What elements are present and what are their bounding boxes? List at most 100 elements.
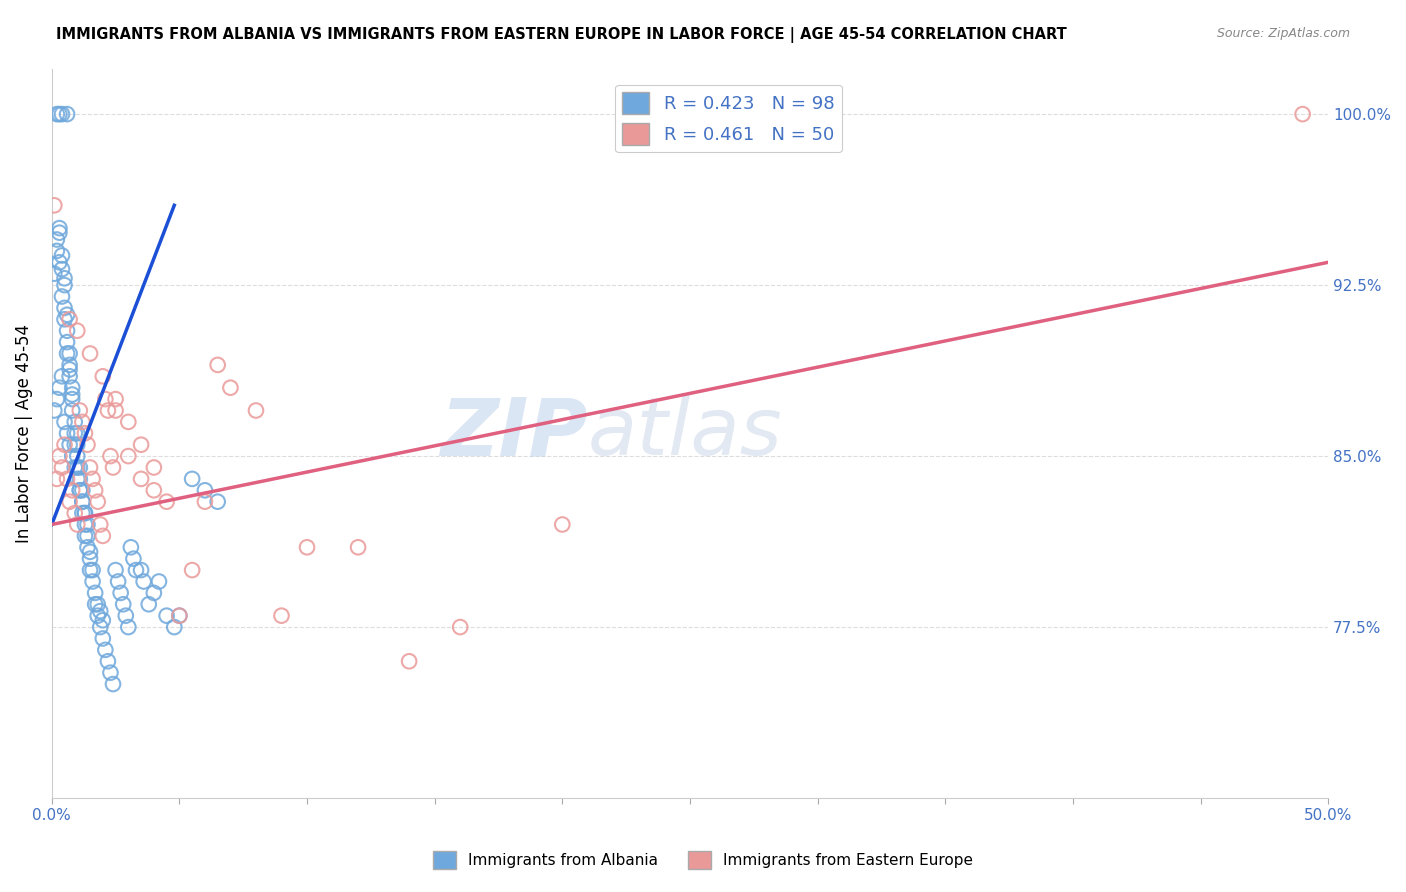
Point (76, 517, 98, 532)
Point (48, 107, 70, 121)
Point (97, 654, 120, 668)
Point (53, 438, 76, 452)
Point (59, 312, 82, 326)
Point (84, 586, 107, 600)
Point (53, 312, 76, 326)
Point (104, 403, 127, 417)
Point (66, 324, 89, 338)
Point (91, 632, 114, 646)
Point (114, 608, 136, 623)
Point (59, 346, 82, 360)
Point (86, 494, 108, 508)
Point (51, 262, 73, 277)
Point (59, 362, 82, 376)
Point (45, 107, 67, 121)
Point (60, 483, 83, 498)
Point (112, 597, 135, 611)
Point (148, 574, 170, 589)
Point (66, 517, 89, 532)
Point (72, 494, 94, 508)
Point (79, 346, 101, 360)
Point (101, 677, 124, 691)
Point (79, 551, 101, 566)
Point (45, 244, 67, 258)
Point (89, 620, 111, 634)
Point (117, 620, 139, 634)
Point (398, 654, 420, 668)
Point (142, 483, 165, 498)
Text: ZIP: ZIP (440, 394, 588, 472)
Point (73, 517, 96, 532)
Point (104, 563, 127, 577)
Point (270, 608, 292, 623)
Point (73, 426, 96, 441)
Point (60, 387, 83, 401)
Point (63, 426, 86, 441)
Point (104, 392, 127, 406)
Text: Source: ZipAtlas.com: Source: ZipAtlas.com (1216, 27, 1350, 40)
Y-axis label: In Labor Force | Age 45-54: In Labor Force | Age 45-54 (15, 324, 32, 543)
Point (169, 608, 191, 623)
Point (295, 541, 318, 555)
Point (59, 438, 82, 452)
Point (207, 358, 229, 372)
Point (76, 541, 98, 555)
Point (117, 415, 139, 429)
Point (94, 392, 117, 406)
Point (125, 563, 148, 577)
Point (72, 494, 94, 508)
Point (156, 494, 179, 508)
Point (66, 460, 89, 475)
Point (60, 449, 83, 463)
Point (551, 517, 574, 532)
Point (142, 586, 165, 600)
Point (66, 426, 89, 441)
Point (82, 472, 104, 486)
Point (69, 483, 91, 498)
Point (60, 403, 83, 417)
Point (53, 415, 76, 429)
Point (63, 415, 86, 429)
Legend: R = 0.423   N = 98, R = 0.461   N = 50: R = 0.423 N = 98, R = 0.461 N = 50 (614, 85, 842, 153)
Point (129, 472, 152, 486)
Point (56, 308, 79, 322)
Point (45, 392, 67, 406)
Point (100, 449, 122, 463)
Point (94, 643, 117, 657)
Point (449, 620, 471, 634)
Point (219, 381, 242, 395)
Point (63, 460, 86, 475)
Point (69, 472, 91, 486)
Point (44, 403, 66, 417)
Point (100, 665, 122, 680)
Point (56, 107, 79, 121)
Point (51, 369, 73, 384)
Point (117, 449, 139, 463)
Legend: Immigrants from Albania, Immigrants from Eastern Europe: Immigrants from Albania, Immigrants from… (426, 845, 980, 875)
Point (51, 289, 73, 303)
Point (73, 506, 96, 520)
Point (53, 278, 76, 293)
Point (45, 233, 67, 247)
Point (107, 574, 129, 589)
Point (51, 107, 73, 121)
Point (181, 563, 204, 577)
Point (66, 472, 89, 486)
Point (56, 346, 79, 360)
Point (82, 574, 104, 589)
Point (156, 608, 179, 623)
Point (245, 403, 267, 417)
Point (59, 494, 82, 508)
Point (72, 415, 94, 429)
Point (194, 494, 217, 508)
Point (51, 248, 73, 262)
Point (129, 563, 152, 577)
Point (66, 449, 89, 463)
Point (63, 506, 86, 520)
Point (66, 438, 89, 452)
Point (60, 381, 83, 395)
Point (97, 403, 120, 417)
Point (79, 563, 101, 577)
Point (347, 541, 370, 555)
Point (53, 271, 76, 285)
